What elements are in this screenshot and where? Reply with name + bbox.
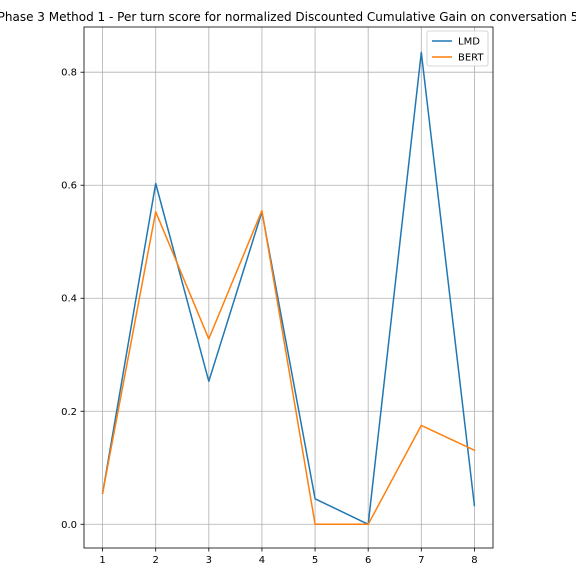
- x-tick-label: 7: [418, 555, 424, 566]
- x-tick-label: 1: [99, 555, 105, 566]
- legend: LMD BERT: [426, 30, 489, 67]
- legend-label: BERT: [458, 53, 484, 64]
- x-tick-label: 2: [153, 555, 159, 566]
- chart-title: Phase 3 Method 1 - Per turn score for no…: [0, 10, 576, 24]
- x-tick-label: 3: [206, 555, 212, 566]
- x-tick-label: 8: [471, 555, 477, 566]
- x-tick-label: 5: [312, 555, 318, 566]
- ticks: 1 2 3 4 5 6 7 8 0.0 0.2 0.4 0.6 0.8: [61, 68, 478, 566]
- y-tick-label: 0.2: [61, 407, 77, 418]
- x-tick-label: 6: [365, 555, 371, 566]
- legend-label: LMD: [458, 37, 480, 48]
- series-line-lmd: [101, 51, 476, 526]
- x-tick-label: 4: [259, 555, 265, 566]
- y-tick-label: 0.8: [61, 68, 77, 79]
- series-layer: [101, 51, 476, 526]
- y-tick-label: 0.0: [61, 520, 77, 531]
- grid: [84, 27, 493, 548]
- plot-frame: [83, 26, 494, 549]
- y-tick-label: 0.4: [61, 294, 77, 305]
- series-line-bert: [101, 209, 476, 526]
- y-tick-label: 0.6: [61, 181, 77, 192]
